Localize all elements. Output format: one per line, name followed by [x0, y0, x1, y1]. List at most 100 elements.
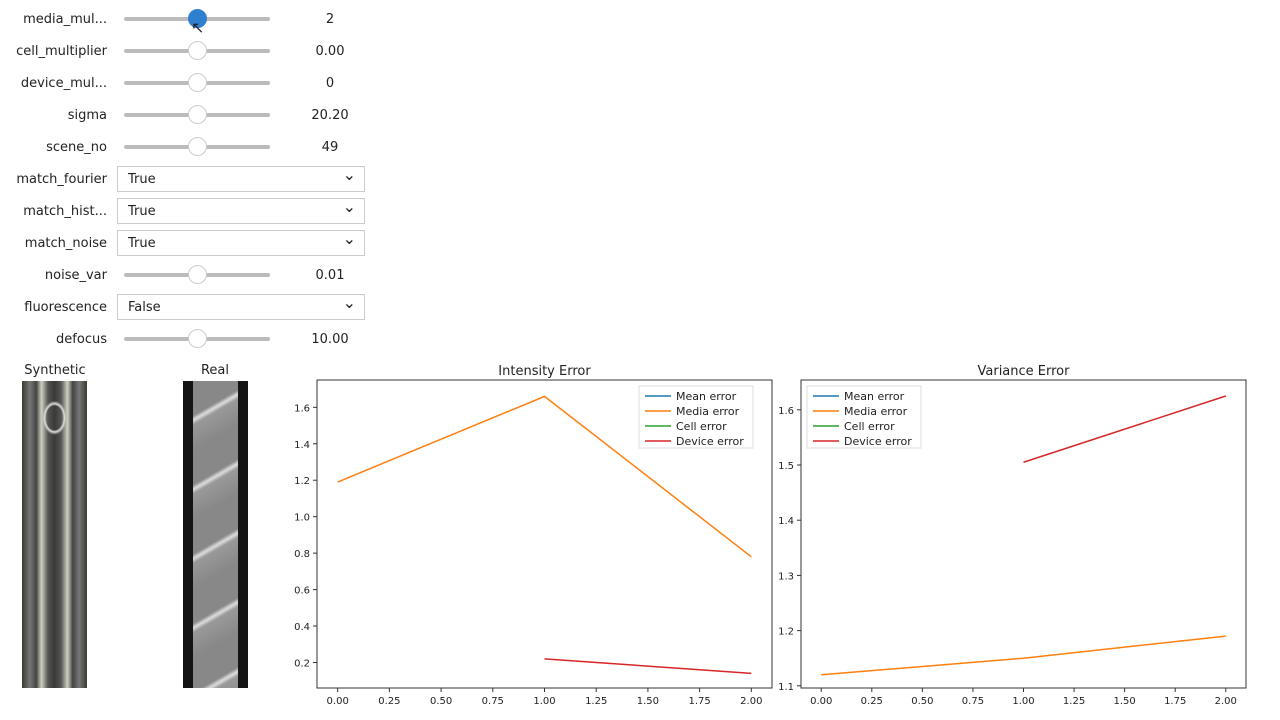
- slider-value: 20.20: [311, 107, 349, 123]
- x-tick-label: 1.75: [1164, 696, 1186, 707]
- chevron-down-icon: ⌄: [342, 293, 356, 312]
- plot-frame: [316, 379, 773, 689]
- y-tick-label: 1.0: [294, 513, 310, 524]
- dropdown[interactable]: False ⌄: [117, 293, 365, 320]
- dropdown-value: True: [128, 235, 156, 251]
- chart-title: Intensity Error: [498, 364, 591, 379]
- slider-track[interactable]: [124, 265, 270, 284]
- x-tick-label: 0.25: [861, 696, 883, 707]
- x-tick-label: 2.00: [740, 696, 762, 707]
- x-tick-label: 1.75: [688, 696, 710, 707]
- slider-track[interactable]: [124, 137, 270, 156]
- control-label: match_hist...: [23, 203, 107, 219]
- legend-label: Mean error: [676, 390, 737, 403]
- x-tick-label: 1.50: [1114, 696, 1136, 707]
- control-scene_no: scene_no 49: [0, 133, 380, 161]
- control-sigma: sigma 20.20: [0, 101, 380, 129]
- x-tick-label: 1.25: [1063, 696, 1085, 707]
- control-match_fourier: match_fourier True ⌄: [0, 165, 380, 193]
- control-label: defocus: [56, 331, 107, 347]
- x-tick-label: 0.50: [911, 696, 933, 707]
- control-label: sigma: [67, 107, 107, 123]
- legend-label: Device error: [676, 435, 744, 448]
- chevron-down-icon: ⌄: [342, 229, 356, 248]
- slider-track[interactable]: [124, 9, 270, 28]
- control-media_mul: media_mul... 2: [0, 5, 380, 33]
- legend: [638, 385, 754, 449]
- slider-handle[interactable]: [188, 265, 207, 284]
- y-tick-label: 0.4: [294, 622, 310, 633]
- slider-handle[interactable]: [188, 137, 207, 156]
- y-tick-label: 1.2: [778, 627, 794, 638]
- y-tick-label: 0.2: [294, 658, 310, 669]
- legend: [806, 385, 922, 449]
- slider-value: 10.00: [311, 331, 349, 347]
- slider-track[interactable]: [124, 41, 270, 60]
- legend-label: Media error: [676, 405, 740, 418]
- control-defocus: defocus 10.00: [0, 325, 380, 353]
- legend-label: Device error: [844, 435, 912, 448]
- slider-track[interactable]: [124, 73, 270, 92]
- y-tick-label: 1.2: [294, 476, 310, 487]
- dropdown-value: False: [128, 299, 161, 315]
- dropdown[interactable]: True ⌄: [117, 229, 365, 256]
- x-tick-label: 1.25: [585, 696, 607, 707]
- legend-label: Cell error: [844, 420, 895, 433]
- x-tick-label: 1.00: [533, 696, 555, 707]
- control-fluorescence: fluorescence False ⌄: [0, 293, 380, 321]
- chevron-down-icon: ⌄: [342, 197, 356, 216]
- chart-title: Variance Error: [978, 364, 1071, 379]
- x-tick-label: 0.75: [482, 696, 504, 707]
- x-tick-label: 0.50: [430, 696, 452, 707]
- dropdown[interactable]: True ⌄: [117, 165, 365, 192]
- control-label: device_mul...: [20, 75, 107, 91]
- x-tick-label: 0.00: [327, 696, 349, 707]
- x-tick-label: 0.75: [962, 696, 984, 707]
- series-line-media-error: [821, 635, 1226, 676]
- slider-value: 0.00: [315, 43, 345, 59]
- plot-frame: [800, 379, 1247, 689]
- y-tick-label: 1.1: [778, 682, 794, 693]
- control-match_noise: match_noise True ⌄: [0, 229, 380, 257]
- slider-handle[interactable]: [188, 329, 207, 348]
- y-tick-label: 1.4: [778, 516, 794, 527]
- series-line-media-error: [337, 395, 752, 558]
- slider-track[interactable]: [124, 105, 270, 124]
- y-tick-label: 0.8: [294, 549, 310, 560]
- slider-value: 0.01: [315, 267, 345, 283]
- control-cell_multiplier: cell_multiplier 0.00: [0, 37, 380, 65]
- synthetic-image: [22, 381, 87, 688]
- dropdown-value: True: [128, 171, 156, 187]
- y-tick-label: 1.5: [778, 461, 794, 472]
- x-tick-label: 2.00: [1215, 696, 1237, 707]
- x-tick-label: 0.25: [378, 696, 400, 707]
- y-tick-label: 1.4: [294, 440, 310, 451]
- synthetic-title: Synthetic: [24, 363, 86, 378]
- slider-handle[interactable]: [188, 9, 207, 28]
- slider-value: 2: [325, 11, 335, 27]
- control-label: media_mul...: [23, 11, 107, 27]
- legend-label: Cell error: [676, 420, 727, 433]
- y-tick-label: 1.6: [294, 403, 310, 414]
- dropdown-value: True: [128, 203, 156, 219]
- slider-handle[interactable]: [188, 41, 207, 60]
- y-tick-label: 1.3: [778, 571, 794, 582]
- control-label: fluorescence: [24, 299, 107, 315]
- slider-value: 0: [325, 75, 335, 91]
- slider-handle[interactable]: [188, 73, 207, 92]
- y-tick-label: 1.6: [778, 406, 794, 417]
- control-label: match_noise: [24, 235, 107, 251]
- real-image: [183, 381, 248, 688]
- legend-label: Media error: [844, 405, 908, 418]
- control-label: cell_multiplier: [16, 43, 107, 59]
- series-line-device-error: [1023, 395, 1227, 463]
- y-tick-label: 0.6: [294, 586, 310, 597]
- x-tick-label: 1.50: [637, 696, 659, 707]
- control-match_hist: match_hist... True ⌄: [0, 197, 380, 225]
- control-label: noise_var: [44, 267, 107, 283]
- real-title: Real: [200, 363, 230, 378]
- slider-track[interactable]: [124, 329, 270, 348]
- slider-handle[interactable]: [188, 105, 207, 124]
- dropdown[interactable]: True ⌄: [117, 197, 365, 224]
- mouse-cursor-icon: ↖: [191, 18, 205, 37]
